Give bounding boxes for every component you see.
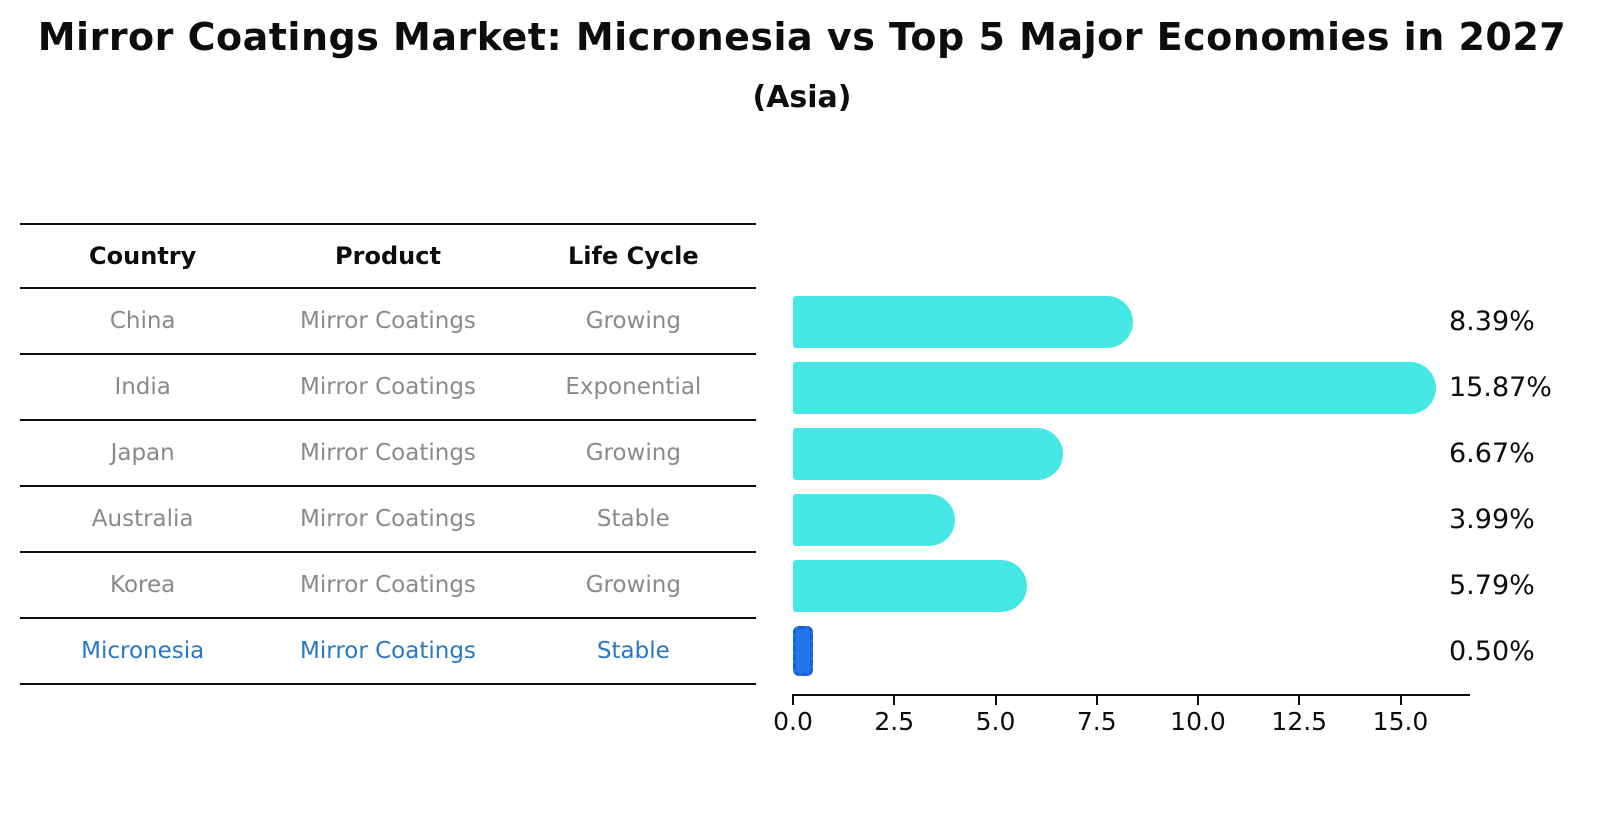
- table-row-korea: Korea Mirror Coatings Growing: [20, 553, 756, 619]
- bar-chart-plot-area: 8.39% 15.87% 6.67% 3.99% 5.79% 0.50% 0.0…: [773, 289, 1552, 736]
- cell-product: Mirror Coatings: [300, 308, 476, 334]
- x-axis-tick: [994, 694, 997, 705]
- table-row-china: China Mirror Coatings Growing: [20, 289, 756, 355]
- cell-product: Mirror Coatings: [300, 440, 476, 466]
- table-row-micronesia: Micronesia Mirror Coatings Stable: [20, 619, 756, 685]
- x-axis-tick: [893, 694, 896, 705]
- x-axis-tick-label: 5.0: [975, 707, 1016, 736]
- cell-country: Japan: [110, 440, 175, 466]
- cell-product: Mirror Coatings: [300, 638, 476, 664]
- x-axis-tick: [1095, 694, 1098, 705]
- cell-product: Mirror Coatings: [300, 506, 476, 532]
- x-axis-tick-label: 12.5: [1271, 707, 1328, 736]
- bar-india: [793, 362, 1436, 414]
- x-axis-line: [793, 694, 1470, 696]
- cell-country: Micronesia: [81, 638, 205, 664]
- summary-table: Country Product Life Cycle China Mirror …: [20, 223, 756, 685]
- x-axis-tick: [1298, 694, 1301, 705]
- col-header-life-cycle: Life Cycle: [568, 242, 699, 270]
- bar-value-label: 6.67%: [1449, 438, 1535, 469]
- col-header-country: Country: [89, 242, 197, 270]
- cell-life-cycle: Growing: [585, 440, 681, 466]
- table-row-japan: Japan Mirror Coatings Growing: [20, 421, 756, 487]
- cell-product: Mirror Coatings: [300, 374, 476, 400]
- bar-value-label: 8.39%: [1449, 306, 1535, 337]
- x-axis-tick: [792, 694, 794, 705]
- bar-australia: [793, 494, 955, 546]
- x-axis-tick-label: 0.0: [773, 707, 813, 736]
- x-axis-tick-label: 7.5: [1076, 707, 1117, 736]
- x-axis-tick-label: 10.0: [1170, 707, 1226, 736]
- table-row-australia: Australia Mirror Coatings Stable: [20, 487, 756, 553]
- chart-subtitle: (Asia): [752, 80, 852, 115]
- cell-life-cycle: Stable: [596, 638, 670, 664]
- chart-title: Mirror Coatings Market: Micronesia vs To…: [37, 15, 1567, 59]
- bar-value-label: 15.87%: [1449, 372, 1552, 403]
- cell-country: Korea: [110, 572, 176, 598]
- cell-country: India: [114, 374, 171, 400]
- x-axis-tick: [1197, 694, 1199, 705]
- cell-country: Australia: [91, 506, 194, 532]
- cell-life-cycle: Exponential: [565, 374, 702, 400]
- x-axis-tick-label: 15.0: [1372, 707, 1429, 736]
- cell-life-cycle: Growing: [585, 308, 681, 334]
- bar-value-label: 3.99%: [1449, 504, 1535, 535]
- x-axis-tick: [1399, 694, 1402, 705]
- cell-product: Mirror Coatings: [300, 572, 476, 598]
- bar-micronesia-highlight: [793, 626, 814, 676]
- bar-japan: [793, 428, 1064, 480]
- cell-life-cycle: Growing: [585, 572, 681, 598]
- x-axis-tick-label: 2.5: [874, 707, 915, 736]
- bar-korea: [793, 560, 1028, 612]
- bar-china: [793, 296, 1133, 348]
- table-row-india: India Mirror Coatings Exponential: [20, 355, 756, 421]
- table-header-row: Country Product Life Cycle: [20, 223, 756, 289]
- cell-life-cycle: Stable: [596, 506, 670, 532]
- col-header-product: Product: [335, 242, 441, 270]
- bar-value-label: 0.50%: [1449, 636, 1535, 667]
- cell-country: China: [109, 308, 176, 334]
- bar-value-label: 5.79%: [1449, 570, 1535, 601]
